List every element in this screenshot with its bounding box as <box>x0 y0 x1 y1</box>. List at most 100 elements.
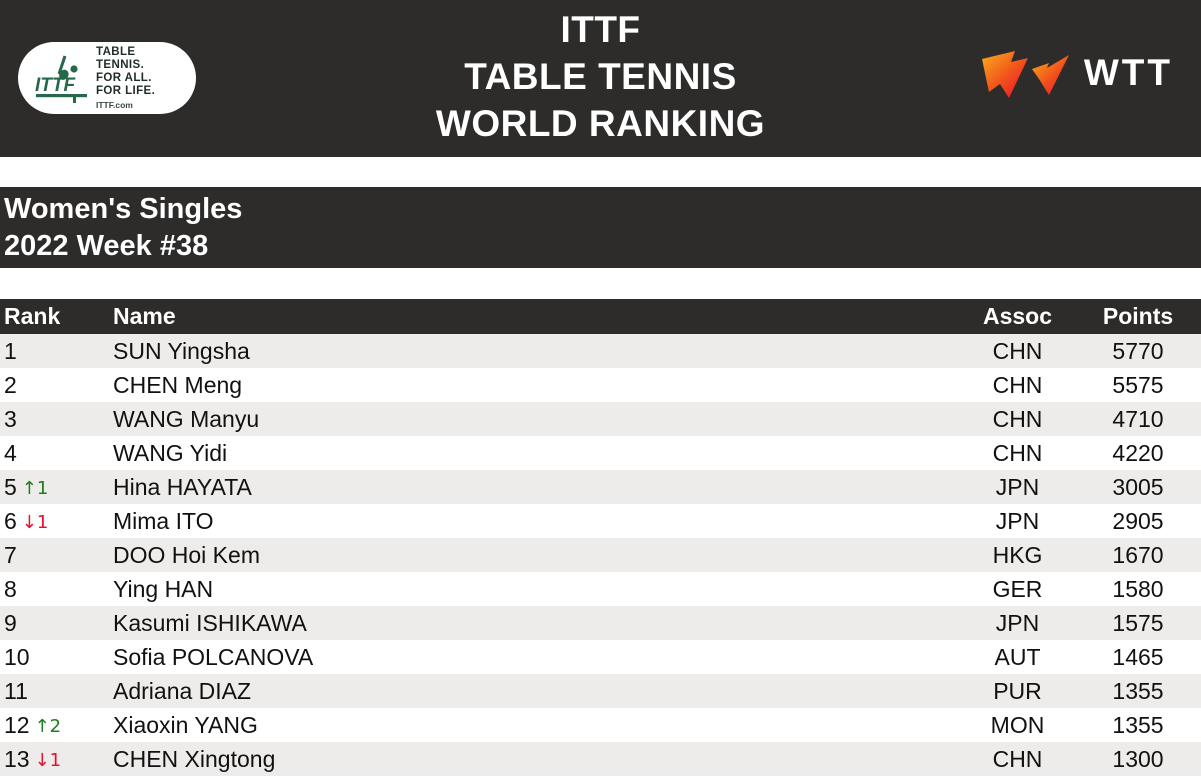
table-row: 4 WANG Yidi CHN 4220 <box>0 436 1201 470</box>
rank-value: 13 <box>4 745 30 772</box>
ittf-logo: ITTF TABLE TENNIS. FOR ALL. FOR LIFE. IT… <box>18 42 196 114</box>
player-name: DOO Hoi Kem <box>113 541 260 568</box>
rank-value: 9 <box>4 609 17 636</box>
column-header-rank: Rank <box>4 303 61 329</box>
player-name: WANG Manyu <box>113 405 260 432</box>
rank-cell: 13 ↓1 <box>0 746 113 773</box>
association-code: AUT <box>994 643 1041 670</box>
player-name: Xiaoxin YANG <box>113 711 258 738</box>
points-value: 1355 <box>1112 711 1164 738</box>
association-code: CHN <box>992 337 1043 364</box>
wtt-wordmark: WTT <box>1083 52 1173 93</box>
rank-cell: 7 <box>0 542 113 569</box>
column-header-assoc: Assoc <box>982 303 1053 329</box>
wtt-logo: WTT <box>980 46 1173 100</box>
player-name: SUN Yingsha <box>113 337 250 364</box>
rank-cell: 10 <box>0 644 113 671</box>
rank-value: 4 <box>4 439 17 466</box>
subtitle-band: Women's Singles 2022 Week #38 <box>0 187 1201 268</box>
tagline-line: FOR LIFE. <box>96 85 156 97</box>
player-name: CHEN Xingtong <box>113 745 276 772</box>
points-value: 1575 <box>1112 609 1164 636</box>
rank-down-arrow-icon: ↓1 <box>21 511 49 533</box>
association-code: CHN <box>992 371 1043 398</box>
rank-value: 1 <box>4 337 17 364</box>
points-value: 4710 <box>1112 405 1164 432</box>
table-body: 1 SUN Yingsha CHN 5770 2 CHEN Meng CHN 5575 3 WAN… <box>0 334 1201 776</box>
player-name: Ying HAN <box>113 575 214 602</box>
association-code: MON <box>990 711 1045 738</box>
association-code: JPN <box>995 473 1040 500</box>
table-row: 9 Kasumi ISHIKAWA JPN 1575 <box>0 606 1201 640</box>
table-row: 12 ↑2 Xiaoxin YANG MON 1355 <box>0 708 1201 742</box>
association-code: JPN <box>995 609 1040 636</box>
rank-cell: 4 <box>0 440 113 467</box>
tagline-line: TABLE TENNIS. <box>96 46 145 71</box>
player-name: Mima ITO <box>113 507 214 534</box>
rank-cell: 2 <box>0 372 113 399</box>
top-banner: ITTF TABLE TENNIS. FOR ALL. FOR LIFE. IT… <box>0 0 1201 157</box>
player-name: CHEN Meng <box>113 371 243 398</box>
points-value: 5575 <box>1112 371 1164 398</box>
ittf-site-label: ITTF.com <box>96 100 133 110</box>
table-row: 3 WANG Manyu CHN 4710 <box>0 402 1201 436</box>
table-header: Rank Name Assoc Points <box>0 299 1201 334</box>
player-name: Adriana DIAZ <box>113 677 252 704</box>
rank-down-arrow-icon: ↓1 <box>34 749 62 771</box>
title-line-1: ITTF <box>560 9 641 50</box>
association-code: PUR <box>993 677 1042 704</box>
ittf-emblem-text: ITTF <box>35 75 76 96</box>
table-row: 13 ↓1 CHEN Xingtong CHN 1300 <box>0 742 1201 776</box>
ittf-tagline: TABLE TENNIS. FOR ALL. FOR LIFE. ITTF.co… <box>96 46 184 110</box>
player-name: WANG Yidi <box>113 439 228 466</box>
table-row: 8 Ying HAN GER 1580 <box>0 572 1201 606</box>
table-row: 5 ↑1 Hina HAYATA JPN 3005 <box>0 470 1201 504</box>
rank-up-arrow-icon: ↑1 <box>21 477 49 499</box>
rank-cell: 8 <box>0 576 113 603</box>
rank-value: 5 <box>4 473 17 500</box>
rank-cell: 1 <box>0 338 113 365</box>
points-value: 3005 <box>1112 473 1164 500</box>
rank-value: 7 <box>4 541 17 568</box>
rank-value: 10 <box>4 643 30 670</box>
table-row: 6 ↓1 Mima ITO JPN 2905 <box>0 504 1201 538</box>
association-code: JPN <box>995 507 1040 534</box>
points-value: 1300 <box>1112 745 1164 772</box>
player-name: Kasumi ISHIKAWA <box>113 609 307 636</box>
points-value: 1670 <box>1112 541 1164 568</box>
rank-value: 3 <box>4 405 17 432</box>
points-value: 1355 <box>1112 677 1164 704</box>
association-code: CHN <box>992 439 1043 466</box>
table-row: 2 CHEN Meng CHN 5575 <box>0 368 1201 402</box>
title-line-2: TABLE TENNIS <box>464 56 737 97</box>
column-header-name: Name <box>113 303 176 329</box>
table-row: 1 SUN Yingsha CHN 5770 <box>0 334 1201 368</box>
table-row: 11 Adriana DIAZ PUR 1355 <box>0 674 1201 708</box>
points-value: 5770 <box>1112 337 1164 364</box>
points-value: 1465 <box>1112 643 1164 670</box>
wtt-mark-icon <box>981 51 1069 98</box>
player-name: Sofia POLCANOVA <box>113 643 314 670</box>
rank-value: 12 <box>4 711 30 738</box>
rank-value: 8 <box>4 575 17 602</box>
rank-cell: 9 <box>0 610 113 637</box>
title-line-3: WORLD RANKING <box>435 103 766 144</box>
rank-up-arrow-icon: ↑2 <box>34 715 62 737</box>
points-value: 4220 <box>1112 439 1164 466</box>
rank-cell: 3 <box>0 406 113 433</box>
rank-cell: 12 ↑2 <box>0 712 113 739</box>
ittf-emblem-icon: ITTF <box>35 55 87 103</box>
association-code: HKG <box>992 541 1043 568</box>
rank-value: 11 <box>4 677 28 704</box>
week-label: 2022 Week #38 <box>4 230 209 262</box>
rank-cell: 11 <box>0 678 113 705</box>
page-title: ITTF TABLE TENNIS WORLD RANKING <box>0 0 1201 147</box>
association-code: CHN <box>992 745 1043 772</box>
points-value: 2905 <box>1112 507 1164 534</box>
association-code: CHN <box>992 405 1043 432</box>
association-code: GER <box>992 575 1043 602</box>
column-header-points: Points <box>1102 303 1174 329</box>
rank-cell: 6 ↓1 <box>0 508 113 535</box>
tagline-line: FOR ALL. <box>96 72 152 84</box>
event-name: Women's Singles <box>4 193 243 225</box>
